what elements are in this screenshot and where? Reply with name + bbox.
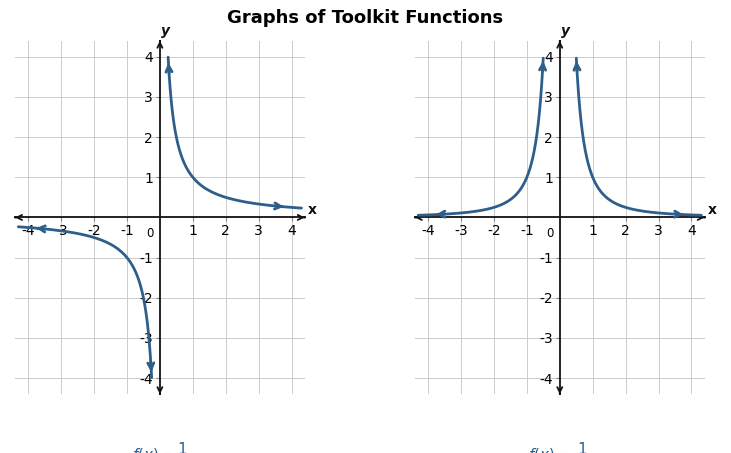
Text: y: y <box>561 24 570 38</box>
Text: x: x <box>308 203 317 217</box>
Text: Graphs of Toolkit Functions: Graphs of Toolkit Functions <box>227 9 504 27</box>
Text: 0: 0 <box>147 227 154 241</box>
Text: y: y <box>162 24 170 38</box>
Text: x: x <box>708 203 716 217</box>
Text: 0: 0 <box>547 227 554 241</box>
Text: $f(x) = \dfrac{1}{x^2}$: $f(x) = \dfrac{1}{x^2}$ <box>528 440 592 453</box>
Text: $f(x) = \dfrac{1}{x}$: $f(x) = \dfrac{1}{x}$ <box>132 440 189 453</box>
